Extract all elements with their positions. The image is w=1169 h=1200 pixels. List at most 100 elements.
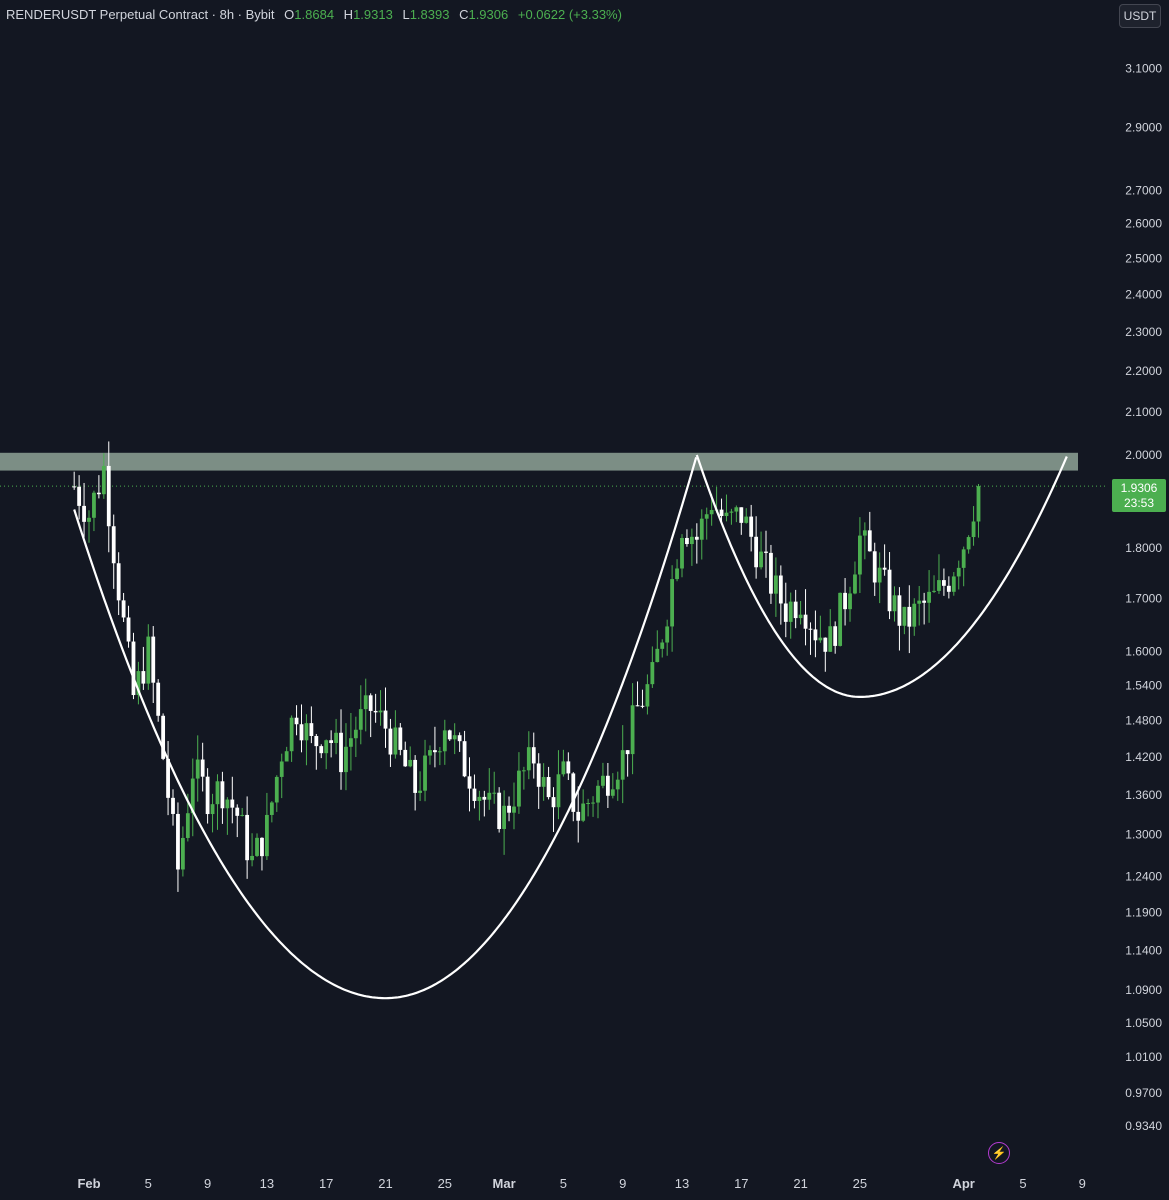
- candle: [383, 687, 388, 748]
- candle: [284, 746, 289, 762]
- candle: [754, 516, 759, 579]
- close-label: C: [459, 7, 469, 22]
- candle: [942, 568, 946, 596]
- candle: [373, 693, 378, 723]
- price-tick-label: 2.1000: [1125, 405, 1162, 419]
- candle: [457, 732, 462, 752]
- time-tick-label: Apr: [952, 1176, 974, 1191]
- candle: [324, 739, 329, 770]
- candle: [858, 517, 862, 594]
- candle: [215, 774, 220, 830]
- candle: [635, 681, 640, 707]
- candle: [596, 780, 600, 819]
- candle: [497, 787, 502, 833]
- candle: [689, 528, 694, 566]
- time-tick-label: 17: [734, 1176, 748, 1191]
- candle: [388, 718, 393, 767]
- candle: [339, 709, 343, 790]
- candle: [126, 605, 131, 648]
- candle: [660, 639, 665, 658]
- candle: [353, 716, 358, 757]
- price-tick-label: 1.0100: [1125, 1050, 1162, 1064]
- candle: [482, 790, 487, 817]
- lightning-icon[interactable]: ⚡: [988, 1142, 1010, 1164]
- candle: [269, 801, 274, 823]
- candle: [749, 504, 754, 552]
- price-tick-label: 2.6000: [1125, 217, 1162, 231]
- price-tick-label: 1.1900: [1125, 906, 1162, 920]
- candles-layer: [72, 441, 981, 892]
- candle: [403, 741, 408, 767]
- candle: [512, 782, 516, 830]
- candle: [220, 771, 225, 824]
- high-value: 1.9313: [353, 7, 393, 22]
- time-tick-label: 21: [378, 1176, 392, 1191]
- candle: [536, 753, 541, 809]
- candle: [319, 744, 324, 759]
- candle: [96, 475, 101, 499]
- candle: [423, 739, 427, 802]
- candle: [408, 746, 413, 768]
- time-tick-label: Feb: [77, 1176, 100, 1191]
- candle: [828, 609, 833, 652]
- candle: [156, 679, 161, 722]
- candle: [358, 685, 363, 745]
- price-tick-label: 1.4800: [1125, 713, 1162, 727]
- candle: [101, 453, 106, 499]
- candle: [650, 646, 655, 688]
- candle: [803, 589, 808, 646]
- candle: [477, 790, 482, 821]
- candle: [917, 585, 922, 626]
- candle: [141, 646, 146, 690]
- bar-countdown: 23:53: [1123, 496, 1155, 510]
- candle: [502, 790, 506, 855]
- time-axis[interactable]: Feb 5 9 13 17 21 25 Mar 5 9 13 17 21 25 Apr 5 9: [77, 1176, 1085, 1191]
- candle: [956, 560, 961, 590]
- price-tick-label: 1.8000: [1125, 541, 1162, 555]
- candle: [171, 789, 175, 826]
- candle: [274, 775, 279, 812]
- price-tick-label: 1.2400: [1125, 869, 1162, 883]
- candle: [329, 730, 334, 758]
- candle: [605, 762, 610, 808]
- candle: [418, 771, 422, 802]
- candle: [279, 753, 284, 799]
- price-tick-label: 3.1000: [1125, 62, 1162, 76]
- candle: [966, 535, 971, 554]
- time-tick-label: 21: [793, 1176, 807, 1191]
- candle: [507, 796, 511, 822]
- price-tick-label: 2.9000: [1125, 120, 1162, 134]
- candle: [176, 802, 180, 892]
- candle: [136, 661, 141, 705]
- candle: [640, 689, 645, 709]
- candle: [645, 674, 650, 715]
- candle: [773, 557, 778, 617]
- candle: [601, 762, 605, 789]
- time-tick-label: 13: [260, 1176, 274, 1191]
- candle: [72, 471, 77, 490]
- candle: [151, 626, 156, 703]
- candle: [586, 798, 591, 817]
- candle: [546, 766, 551, 800]
- high-label: H: [343, 7, 354, 22]
- cup-curve[interactable]: [73, 456, 698, 1000]
- candle: [294, 705, 299, 736]
- resistance-zone[interactable]: [0, 452, 1078, 471]
- candle: [131, 632, 136, 700]
- symbol-legend: RENDERUSDT Perpetual Contract · 8h · Byb…: [6, 7, 622, 22]
- candle: [882, 544, 887, 576]
- candle: [205, 768, 210, 824]
- price-axis[interactable]: 3.1000 2.9000 2.7000 2.6000 2.5000 2.4000 2.30…: [1125, 62, 1162, 1134]
- candle: [759, 531, 763, 570]
- candle: [92, 490, 96, 532]
- candle: [433, 726, 437, 768]
- candle: [932, 575, 936, 594]
- time-tick-label: 5: [145, 1176, 152, 1191]
- currency-button[interactable]: USDT: [1119, 4, 1161, 28]
- candle: [951, 572, 956, 596]
- handle-curve[interactable]: [695, 454, 1068, 698]
- candle: [334, 718, 338, 755]
- candle: [937, 554, 941, 594]
- candle: [245, 796, 250, 879]
